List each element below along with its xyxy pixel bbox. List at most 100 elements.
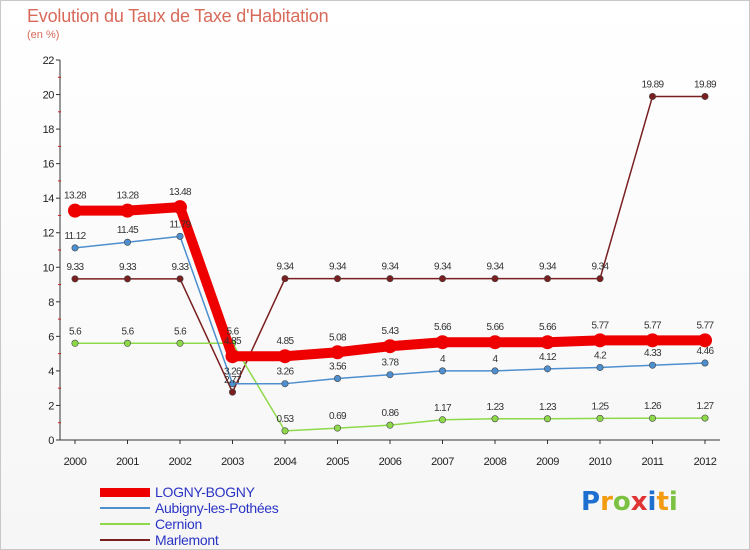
data-point-cernion (596, 414, 604, 422)
data-label-logny-bogny: 5.43 (381, 326, 399, 337)
data-label-aubigny-les-pothees: 11.12 (64, 231, 86, 242)
data-point-cernion (438, 416, 446, 424)
data-label-logny-bogny: 4.85 (276, 336, 294, 347)
data-label-marlemont: 9.33 (119, 262, 137, 273)
data-point-cernion (648, 414, 656, 422)
data-point-marlemont (281, 275, 289, 283)
x-tick-label: 2011 (641, 456, 663, 468)
data-point-aubigny-les-pothees (71, 244, 79, 252)
data-point-cernion (543, 415, 551, 423)
data-label-aubigny-les-pothees: 3.78 (381, 358, 399, 369)
data-point-marlemont (491, 275, 499, 283)
chart-title: Evolution du Taux de Taxe d'Habitation (27, 6, 329, 26)
data-label-marlemont: 9.34 (329, 262, 347, 273)
data-label-aubigny-les-pothees: 4.12 (539, 352, 557, 363)
data-point-marlemont (71, 275, 79, 283)
data-point-marlemont (648, 92, 656, 100)
data-point-aubigny-les-pothees (386, 371, 394, 379)
legend-label: Cernion (155, 516, 202, 532)
y-tick-label: 12 (43, 228, 55, 240)
data-label-cernion: 0.69 (329, 411, 347, 422)
logo-letter: i (647, 487, 657, 517)
data-label-aubigny-les-pothees: 4.33 (644, 348, 662, 359)
data-point-cernion (491, 415, 499, 423)
y-tick-label: 0 (48, 435, 54, 447)
data-point-marlemont (176, 275, 184, 283)
data-point-aubigny-les-pothees (701, 359, 709, 367)
data-label-marlemont: 9.34 (486, 262, 504, 273)
data-label-marlemont: 9.33 (171, 262, 189, 273)
data-point-logny-bogny (383, 339, 397, 354)
legend-label: LOGNY-BOGNY (155, 484, 255, 500)
data-label-aubigny-les-pothees: 4.46 (696, 346, 714, 357)
data-label-logny-bogny: 5.66 (434, 322, 452, 333)
data-point-logny-bogny (435, 335, 450, 350)
data-label-cernion: 1.26 (644, 401, 662, 412)
data-label-cernion: 5.6 (174, 326, 187, 337)
data-point-aubigny-les-pothees (438, 367, 446, 375)
x-tick-label: 2000 (64, 456, 87, 468)
data-point-marlemont (333, 275, 341, 283)
data-label-cernion: 1.27 (696, 401, 714, 412)
data-point-logny-bogny (68, 203, 82, 218)
data-point-aubigny-les-pothees (281, 380, 289, 388)
data-label-logny-bogny: 13.48 (169, 187, 192, 198)
data-label-logny-bogny: 4.85 (224, 336, 242, 347)
x-tick-label: 2010 (589, 456, 612, 468)
data-label-aubigny-les-pothees: 11.45 (117, 225, 139, 236)
data-label-aubigny-les-pothees: 11.79 (169, 219, 191, 230)
data-point-aubigny-les-pothees (596, 363, 604, 371)
data-label-marlemont: 9.34 (539, 262, 557, 273)
data-point-cernion (124, 339, 132, 347)
data-labels-layer: 9.33 9.33 9.33 2.77 9.34 9.34 9.34 9.34 9.34 9.34… (64, 79, 718, 425)
proxiti-logo: Proxiti (581, 487, 678, 517)
x-tick-label: 2003 (221, 456, 244, 468)
data-point-logny-bogny (540, 335, 555, 350)
legend-swatch-logny-bogny (100, 488, 150, 497)
data-point-marlemont (386, 275, 394, 283)
data-point-cernion (333, 424, 341, 432)
data-label-logny-bogny: 5.77 (591, 320, 609, 331)
data-label-logny-bogny: 5.66 (539, 322, 557, 333)
data-label-cernion: 1.25 (591, 401, 609, 412)
data-point-logny-bogny (593, 333, 607, 348)
logo-letter: i (668, 487, 678, 517)
data-point-marlemont (596, 275, 604, 283)
data-point-cernion (71, 339, 79, 347)
data-label-aubigny-les-pothees: 3.26 (276, 367, 294, 378)
data-label-aubigny-les-pothees: 4 (440, 354, 446, 365)
y-tick-label: 6 (48, 331, 54, 343)
data-label-aubigny-les-pothees: 4.2 (594, 350, 607, 361)
legend-label: Marlemont (155, 532, 219, 548)
data-point-cernion (386, 421, 394, 429)
data-label-marlemont: 9.34 (591, 262, 609, 273)
data-point-aubigny-les-pothees (543, 365, 551, 373)
data-point-marlemont (701, 92, 709, 100)
y-tick-label: 16 (43, 159, 55, 171)
data-label-cernion: 5.6 (121, 326, 134, 337)
data-point-marlemont (124, 275, 132, 283)
data-point-aubigny-les-pothees (648, 361, 656, 369)
data-point-cernion (701, 414, 709, 422)
data-point-marlemont (438, 275, 446, 283)
chart-unit-label: (en %) (27, 29, 60, 41)
x-tick-label: 2009 (536, 456, 559, 468)
data-label-marlemont: 19.89 (641, 79, 664, 90)
data-label-logny-bogny: 5.77 (644, 320, 662, 331)
data-label-aubigny-les-pothees: 3.26 (224, 367, 242, 378)
data-point-logny-bogny (698, 333, 712, 348)
legend-label: Aubigny-les-Pothées (155, 500, 279, 516)
data-label-cernion: 1.23 (486, 402, 504, 413)
data-label-logny-bogny: 13.28 (116, 191, 139, 202)
data-label-logny-bogny: 5.77 (696, 320, 714, 331)
x-tick-label: 2006 (379, 456, 402, 468)
y-tick-label: 8 (48, 297, 54, 309)
data-label-cernion: 0.53 (276, 414, 294, 425)
data-label-logny-bogny: 5.08 (329, 332, 347, 343)
y-tick-label: 2 (48, 400, 54, 412)
logo-letter: o (612, 487, 631, 517)
x-tick-label: 2004 (274, 456, 297, 468)
x-tick-label: 2005 (326, 456, 349, 468)
x-tick-label: 2008 (484, 456, 507, 468)
